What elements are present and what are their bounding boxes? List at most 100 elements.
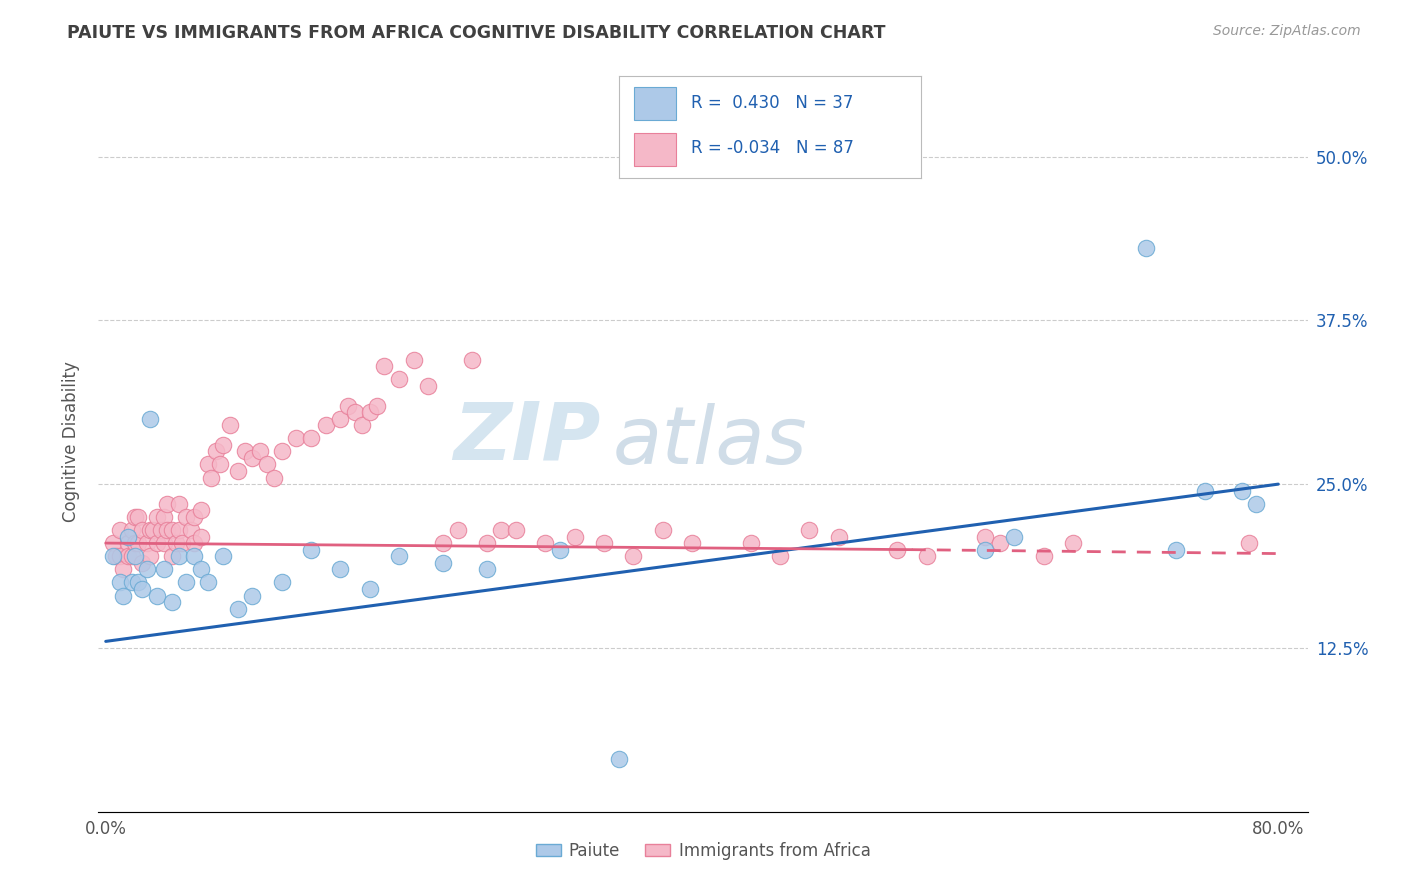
Point bbox=[190, 562, 212, 576]
Point bbox=[131, 523, 153, 537]
Point bbox=[160, 523, 183, 537]
Point bbox=[121, 523, 143, 537]
Point bbox=[142, 523, 165, 537]
FancyBboxPatch shape bbox=[634, 133, 676, 166]
Point bbox=[200, 470, 222, 484]
Point bbox=[799, 523, 821, 537]
Point bbox=[167, 523, 190, 537]
FancyBboxPatch shape bbox=[634, 87, 676, 120]
Point bbox=[190, 530, 212, 544]
Point bbox=[160, 549, 183, 564]
Point bbox=[564, 530, 586, 544]
Point bbox=[366, 399, 388, 413]
Point bbox=[156, 497, 179, 511]
Text: atlas: atlas bbox=[613, 402, 807, 481]
Point bbox=[1032, 549, 1054, 564]
Point bbox=[110, 549, 132, 564]
Legend: Paiute, Immigrants from Africa: Paiute, Immigrants from Africa bbox=[529, 835, 877, 866]
Point bbox=[127, 536, 149, 550]
Point bbox=[285, 431, 308, 445]
Point bbox=[432, 556, 454, 570]
Point bbox=[534, 536, 557, 550]
Text: PAIUTE VS IMMIGRANTS FROM AFRICA COGNITIVE DISABILITY CORRELATION CHART: PAIUTE VS IMMIGRANTS FROM AFRICA COGNITI… bbox=[67, 24, 886, 42]
Point bbox=[226, 601, 249, 615]
Point bbox=[270, 575, 292, 590]
Point bbox=[212, 438, 235, 452]
Point bbox=[101, 536, 124, 550]
Point bbox=[101, 549, 124, 564]
Point bbox=[461, 352, 484, 367]
Point bbox=[117, 549, 139, 564]
Point bbox=[197, 575, 219, 590]
Point bbox=[146, 589, 169, 603]
Point bbox=[475, 536, 498, 550]
Point bbox=[681, 536, 703, 550]
Point bbox=[138, 549, 160, 564]
Point bbox=[329, 562, 352, 576]
Point bbox=[233, 444, 256, 458]
Point bbox=[153, 536, 176, 550]
Point bbox=[153, 562, 176, 576]
Point bbox=[124, 509, 146, 524]
Point bbox=[124, 536, 146, 550]
Point bbox=[150, 523, 173, 537]
Point bbox=[446, 523, 468, 537]
Point bbox=[110, 523, 132, 537]
Point bbox=[197, 458, 219, 472]
Point bbox=[131, 556, 153, 570]
Point bbox=[138, 523, 160, 537]
Point bbox=[475, 562, 498, 576]
Point bbox=[491, 523, 513, 537]
Point bbox=[112, 562, 135, 576]
Point bbox=[651, 523, 673, 537]
Point bbox=[190, 503, 212, 517]
Point bbox=[299, 431, 322, 445]
Point bbox=[607, 752, 630, 766]
Point bbox=[315, 418, 337, 433]
Point bbox=[249, 444, 271, 458]
Point bbox=[343, 405, 366, 419]
Point bbox=[170, 536, 193, 550]
Point bbox=[1164, 542, 1187, 557]
Point bbox=[183, 549, 205, 564]
Point bbox=[167, 549, 190, 564]
Point bbox=[593, 536, 616, 550]
Point bbox=[131, 582, 153, 596]
Point bbox=[138, 411, 160, 425]
Text: R = -0.034   N = 87: R = -0.034 N = 87 bbox=[692, 139, 853, 157]
Point bbox=[1062, 536, 1084, 550]
Point bbox=[121, 575, 143, 590]
Point bbox=[146, 536, 169, 550]
Point bbox=[886, 542, 908, 557]
Text: Source: ZipAtlas.com: Source: ZipAtlas.com bbox=[1213, 24, 1361, 38]
Point bbox=[121, 549, 143, 564]
Point bbox=[1004, 530, 1026, 544]
Point bbox=[105, 549, 128, 564]
Point bbox=[373, 359, 395, 374]
Point bbox=[256, 458, 278, 472]
Point bbox=[359, 405, 381, 419]
Point bbox=[402, 352, 425, 367]
Point bbox=[110, 575, 132, 590]
Point bbox=[329, 411, 352, 425]
Point bbox=[127, 575, 149, 590]
Point bbox=[135, 536, 157, 550]
Point bbox=[240, 450, 263, 465]
Point bbox=[827, 530, 849, 544]
Point bbox=[1135, 241, 1157, 255]
Point bbox=[183, 536, 205, 550]
Point bbox=[1237, 536, 1260, 550]
Point bbox=[974, 542, 997, 557]
Point bbox=[352, 418, 374, 433]
Point bbox=[219, 418, 242, 433]
Point bbox=[299, 542, 322, 557]
Point bbox=[336, 399, 359, 413]
Point bbox=[359, 582, 381, 596]
Point bbox=[226, 464, 249, 478]
Point bbox=[156, 523, 179, 537]
Point bbox=[124, 549, 146, 564]
Point bbox=[135, 562, 157, 576]
Point bbox=[176, 575, 198, 590]
Point bbox=[127, 509, 149, 524]
Point bbox=[1246, 497, 1268, 511]
